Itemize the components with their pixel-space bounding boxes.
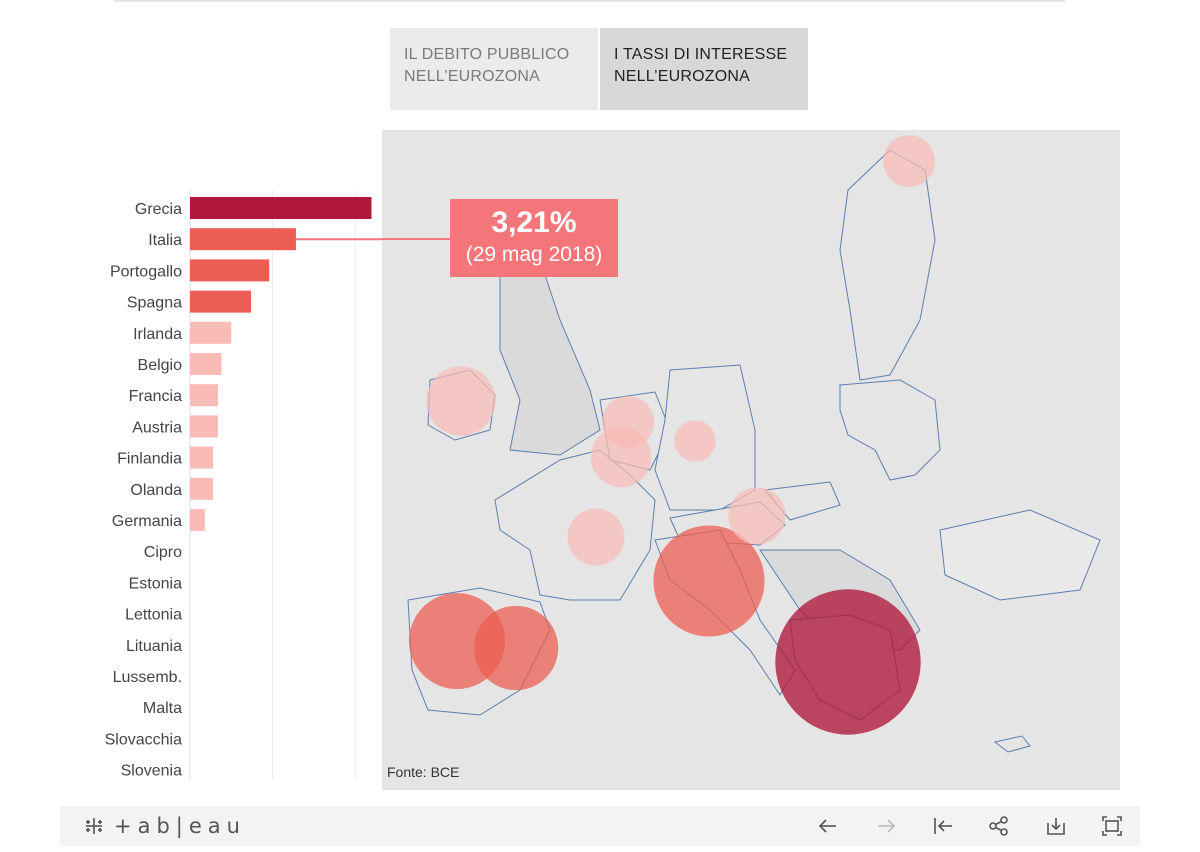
tableau-toolbar: +ab|eau [60, 806, 1140, 846]
tab-debito-line1: IL DEBITO PUBBLICO [404, 46, 570, 63]
share-icon [989, 816, 1008, 836]
map-finland [839, 149, 936, 381]
tab-tassi-line2: NELL’EUROZONA [614, 68, 750, 85]
arrow-left-icon [818, 819, 836, 833]
bar-label-germania: Germania [112, 513, 182, 530]
source-label: Fonte: BCE [387, 764, 460, 780]
bar-grecia[interactable] [190, 197, 372, 219]
bar-panel: Grecia Italia Portogallo Spagna Irlanda Belgi… [0, 130, 382, 790]
bar-label-portogallo: Portogallo [110, 263, 182, 280]
tab-tassi-interesse[interactable]: I TASSI DI INTERESSE NELL’EUROZONA [600, 28, 808, 110]
bar-label-grecia: Grecia [135, 201, 182, 218]
bubble-francia[interactable] [567, 508, 625, 566]
bar-label-finlandia: Finlandia [117, 451, 182, 468]
bubble-austria[interactable] [728, 487, 786, 545]
undo-button[interactable] [816, 814, 840, 838]
fullscreen-icon [1102, 816, 1122, 836]
callout-connector-tail [382, 238, 450, 241]
bar-italia[interactable] [190, 228, 296, 251]
bar-label-spagna: Spagna [127, 295, 182, 312]
bar-finlandia[interactable] [190, 446, 214, 469]
bar-label-malta: Malta [143, 700, 182, 717]
bar-label-lituania: Lituania [126, 638, 182, 655]
bar-label-slovacchia: Slovacchia [105, 731, 182, 748]
tableau-logo[interactable]: +ab|eau [82, 814, 246, 838]
top-divider [115, 0, 1065, 2]
bar-label-olanda: Olanda [130, 482, 182, 499]
map-cyprus [993, 735, 1031, 753]
bar-label-slovenia: Slovenia [121, 763, 182, 780]
bar-label-lussemb: Lussemb. [113, 669, 182, 686]
bar-chart[interactable]: Grecia Italia Portogallo Spagna Irlanda Belgi… [0, 130, 382, 790]
bar-label-cipro: Cipro [144, 544, 182, 561]
redo-button[interactable] [874, 814, 898, 838]
callout-date: (29 mag 2018) [465, 243, 603, 266]
map-britain [499, 259, 601, 456]
share-button[interactable] [987, 814, 1011, 838]
bar-portogallo[interactable] [190, 259, 270, 282]
tab-debito-pubblico[interactable]: IL DEBITO PUBBLICO NELL’EUROZONA [390, 28, 598, 110]
bar-spagna[interactable] [190, 290, 252, 313]
bar-austria[interactable] [190, 415, 219, 438]
revert-button[interactable] [931, 814, 955, 838]
map-black-sea [939, 509, 1101, 601]
bar-label-estonia: Estonia [129, 575, 182, 592]
bubble-olanda[interactable] [602, 396, 654, 448]
tab-debito-line2: NELL’EUROZONA [404, 68, 540, 85]
bar-label-irlanda: Irlanda [133, 326, 182, 343]
tab-tassi-line1: I TASSI DI INTERESSE [614, 46, 788, 63]
download-icon [1047, 818, 1065, 835]
bubble-italia[interactable] [653, 525, 765, 637]
map-baltics [839, 379, 941, 481]
bar-label-belgio: Belgio [138, 357, 183, 374]
bubble-finlandia[interactable] [883, 135, 935, 187]
bubble-spagna[interactable] [473, 605, 559, 691]
bar-label-francia: Francia [129, 388, 182, 405]
bar-francia[interactable] [190, 384, 219, 407]
callout-value: 3,21% [491, 206, 577, 239]
map-svg [407, 135, 1101, 753]
bar-label-lettonia: Lettonia [125, 607, 182, 624]
bar-belgio[interactable] [190, 353, 222, 375]
bar-label-austria: Austria [132, 419, 182, 436]
arrow-right-icon [878, 819, 896, 833]
bar-germania[interactable] [190, 509, 205, 531]
bubble-grecia[interactable] [775, 589, 921, 735]
download-button[interactable] [1044, 814, 1068, 838]
fullscreen-button[interactable] [1100, 814, 1124, 838]
bar-irlanda[interactable] [190, 321, 232, 344]
highlight-callout: 3,21% (29 mag 2018) [450, 199, 618, 277]
bubble-germania[interactable] [674, 420, 716, 462]
bar-olanda[interactable] [190, 477, 214, 500]
revert-icon [934, 818, 952, 834]
tab-bar: IL DEBITO PUBBLICO NELL’EUROZONA I TASSI… [390, 28, 808, 110]
bubble-irlanda[interactable] [426, 366, 496, 436]
tableau-logo-icon [86, 818, 102, 834]
bar-label-italia: Italia [148, 232, 182, 249]
tableau-wordmark: +ab|eau [114, 814, 246, 838]
